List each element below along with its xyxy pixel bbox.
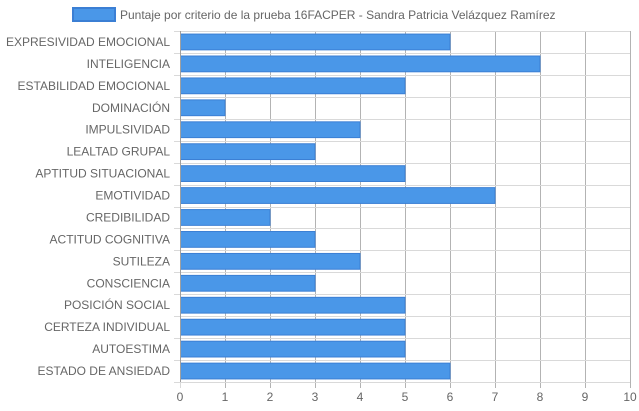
bar[interactable] <box>180 296 406 314</box>
category-label: AUTOESTIMA <box>92 342 170 356</box>
category-label: LEALTAD GRUPAL <box>67 145 171 159</box>
x-tick-label: 5 <box>402 390 409 404</box>
legend[interactable]: Puntaje por criterio de la prueba 16FACP… <box>72 7 556 22</box>
category-label: CREDIBILIDAD <box>86 210 170 224</box>
legend-label: Puntaje por criterio de la prueba 16FACP… <box>120 8 556 22</box>
bar[interactable] <box>180 77 406 95</box>
x-tick-label: 2 <box>267 390 274 404</box>
category-label: POSICIÓN SOCIAL <box>64 297 170 312</box>
bar[interactable] <box>180 99 226 117</box>
bars <box>180 33 541 380</box>
category-label: ESTABILIDAD EMOCIONAL <box>18 79 171 93</box>
bar[interactable] <box>180 209 271 226</box>
x-tick-label: 3 <box>312 390 319 404</box>
category-label: ESTADO DE ANSIEDAD <box>38 364 171 378</box>
bar[interactable] <box>180 33 451 51</box>
bar[interactable] <box>180 55 541 73</box>
x-tick-label: 8 <box>537 390 544 404</box>
category-label: ACTITUD COGNITIVA <box>50 232 170 246</box>
x-tick-labels: 0 1 2 3 4 5 6 7 8 9 10 <box>177 390 637 404</box>
bar[interactable] <box>180 340 406 358</box>
category-label: APTITUD SITUACIONAL <box>35 167 170 181</box>
x-tick-label: 6 <box>447 390 454 404</box>
bar[interactable] <box>180 231 316 248</box>
bar[interactable] <box>180 187 496 204</box>
x-tick-label: 0 <box>177 390 184 404</box>
bar[interactable] <box>180 121 361 139</box>
category-label: EMOTIVIDAD <box>95 189 170 203</box>
bar[interactable] <box>180 165 406 182</box>
x-tick-label: 1 <box>222 390 229 404</box>
legend-swatch <box>72 7 116 22</box>
bar[interactable] <box>180 274 316 292</box>
category-label: IMPULSIVIDAD <box>85 123 170 137</box>
category-label: CONSCIENCIA <box>87 276 170 290</box>
bar[interactable] <box>180 362 451 380</box>
category-labels: EXPRESIVIDAD EMOCIONAL INTELIGENCIA ESTABI… <box>6 35 170 378</box>
category-label: INTELIGENCIA <box>87 57 170 71</box>
x-tick-label: 7 <box>492 390 499 404</box>
bar[interactable] <box>180 318 406 336</box>
x-tick-label: 10 <box>623 390 637 404</box>
bar[interactable] <box>180 252 361 270</box>
category-label: SUTILEZA <box>113 254 170 268</box>
x-tick-label: 9 <box>582 390 589 404</box>
category-label: EXPRESIVIDAD EMOCIONAL <box>6 35 170 49</box>
category-label: CERTEZA INDIVIDUAL <box>44 320 170 334</box>
x-tick-label: 4 <box>357 390 364 404</box>
bar[interactable] <box>180 143 316 161</box>
category-label: DOMINACIÓN <box>92 100 170 115</box>
